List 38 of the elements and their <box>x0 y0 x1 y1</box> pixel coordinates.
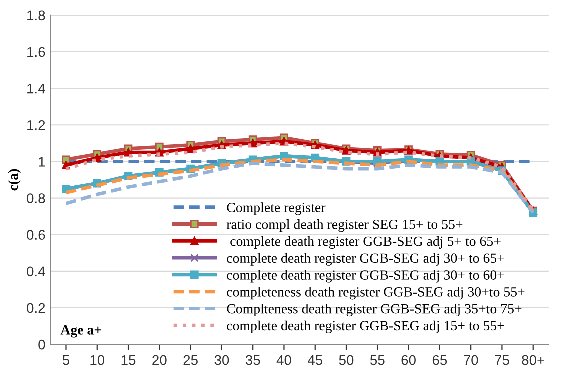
y-tick-label: 0.6 <box>27 230 46 240</box>
x-tick-label: 5 <box>62 356 70 366</box>
x-tick-label: 20 <box>152 355 167 366</box>
x-tick-label: 10 <box>90 355 105 366</box>
y-tick-label: 1.6 <box>28 47 46 58</box>
legend-label: complete death register GGB-SEG adj 15+ to 55+ <box>227 320 504 334</box>
x-tick-label: 40 <box>276 355 292 366</box>
legend-label: completeness death register GGB-SEG adj 30+to 55+ <box>227 287 525 300</box>
x-tick-label: 70 <box>464 355 478 366</box>
x-tick-label: 35 <box>246 355 260 366</box>
point <box>155 142 164 152</box>
x-tick-label: 60 <box>402 355 416 366</box>
y-tick-label: 0.2 <box>27 303 46 314</box>
x-tick-label: 55 <box>370 356 385 366</box>
legend-label: complete death register GGB-SEG adj 30+ to 65+ <box>227 253 504 266</box>
y-tick-label: 0.8 <box>27 194 46 204</box>
x-tick-label: 45 <box>308 356 323 366</box>
y-tick-label: 1.4 <box>28 84 46 94</box>
y-tick-label: 1 <box>39 157 46 167</box>
legend-label: complete death register GGB-SEG adj 30+ to 60+ <box>227 270 504 283</box>
x-tick-label: 50 <box>339 355 354 366</box>
x-tick-label: 65 <box>432 355 448 366</box>
y-axis-title: c(a) <box>8 169 21 191</box>
x-tick-label: 25 <box>184 355 198 366</box>
point <box>186 144 195 154</box>
y-tick-label: 0.4 <box>27 266 46 277</box>
legend-label: Complete register <box>227 202 326 216</box>
legend-label: complete death register GGB-SEG adj 5+ to 65+ <box>230 236 501 250</box>
x-tick-label: 75 <box>495 356 510 366</box>
annotation: Age a+ <box>60 326 102 338</box>
y-tick-label: 0 <box>38 340 46 350</box>
x-tick-label: 80+ <box>522 355 544 366</box>
legend-label: ratio compl death register SEG 15+ to 55+ <box>226 220 463 232</box>
x-tick-label: 15 <box>122 356 136 366</box>
x-tick-label: 30 <box>214 355 230 366</box>
y-tick-label: 1.8 <box>28 10 46 21</box>
y-tick-label: 1.2 <box>28 120 46 130</box>
legend-label: Complteness death register GGB-SEG adj 35+to 75+ <box>227 304 522 317</box>
